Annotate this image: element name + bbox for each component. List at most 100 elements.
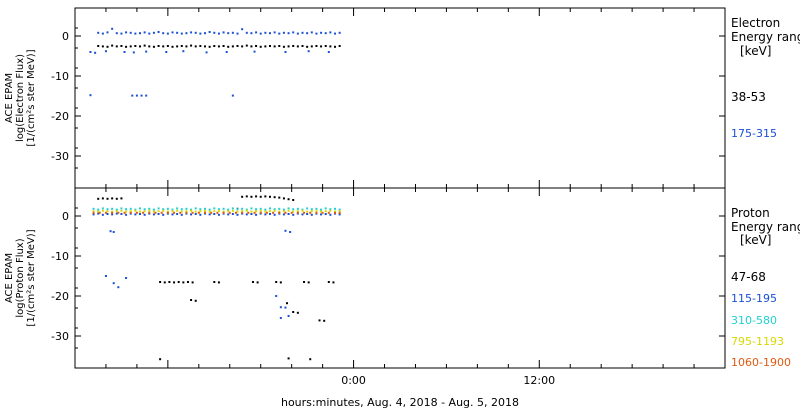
data-point-series-4 [310, 210, 313, 213]
data-point-series-5 [173, 211, 176, 214]
data-point-series-4 [320, 210, 323, 213]
data-point-series-1 [213, 281, 216, 283]
data-point-series-2 [92, 213, 95, 216]
data-point-series-5 [216, 211, 219, 214]
data-point-series-1 [168, 281, 171, 283]
data-point-series-2 [231, 213, 234, 215]
data-point-series-1 [182, 281, 185, 284]
data-point-series-3 [157, 207, 160, 210]
data-point-series-2 [112, 282, 115, 285]
data-point-series-3 [190, 208, 193, 211]
data-point-series-4 [334, 210, 336, 213]
data-point-series-1 [334, 45, 336, 48]
data-point-series-3 [204, 207, 206, 210]
data-point-series-2 [217, 213, 220, 216]
data-point-series-2 [180, 213, 183, 216]
data-point-series-2 [227, 213, 230, 216]
data-point-series-2 [111, 27, 114, 30]
x-tick-label: 12:00 [523, 374, 555, 387]
data-point-series-2 [327, 51, 330, 53]
data-point-series-1 [143, 44, 146, 47]
data-point-series-1 [301, 45, 304, 47]
data-point-series-4 [329, 209, 332, 212]
electron-ylabel-line-1: ACE EPAM [4, 73, 15, 123]
data-point-series-4 [101, 209, 104, 212]
data-point-series-2 [148, 32, 151, 35]
proton-panel: 0 -10 -20 -30 0:00 12:00 ACE EPAM log(Proton… [4, 187, 800, 387]
data-point-series-5 [284, 211, 287, 214]
data-point-series-1 [177, 281, 180, 283]
data-point-series-2 [259, 32, 262, 35]
electron-legend-subtitle: Energy ranges [731, 30, 800, 44]
data-point-series-2 [329, 31, 332, 34]
data-point-series-2 [264, 213, 267, 216]
data-point-series-2 [278, 32, 281, 35]
data-point-series-2 [199, 32, 202, 35]
data-point-series-2 [329, 213, 332, 216]
data-point-series-2 [106, 213, 109, 215]
data-point-series-2 [284, 229, 287, 232]
data-point-series-1 [292, 311, 295, 313]
data-point-series-2 [129, 31, 132, 34]
data-point-series-4 [296, 210, 299, 213]
data-point-series-4 [208, 210, 211, 213]
data-point-series-2 [165, 51, 168, 53]
data-point-series-2 [253, 50, 256, 53]
data-point-series-4 [227, 210, 230, 213]
data-point-series-1 [171, 45, 174, 48]
data-point-series-3 [269, 207, 271, 210]
data-point-series-4 [125, 210, 128, 213]
electron-legend-units: [keV] [740, 44, 771, 58]
data-point-series-2 [284, 306, 287, 309]
data-point-series-4 [176, 209, 179, 212]
data-point-series-4 [204, 209, 206, 212]
data-point-series-2 [338, 31, 341, 34]
data-point-series-5 [160, 211, 163, 214]
data-point-series-5 [259, 211, 262, 214]
electron-legend-item-1: 38-53 [731, 90, 766, 104]
data-point-series-2 [301, 31, 304, 34]
data-point-series-1 [259, 195, 262, 198]
data-point-series-4 [264, 210, 267, 213]
data-point-series-3 [292, 208, 295, 211]
data-point-series-4 [97, 210, 100, 213]
data-point-series-3 [180, 208, 183, 211]
data-point-series-2 [255, 213, 258, 216]
data-point-series-2 [120, 213, 123, 215]
data-point-series-2 [213, 213, 216, 215]
data-point-series-4 [134, 209, 137, 212]
data-point-series-2 [112, 231, 115, 233]
data-point-series-1 [245, 44, 248, 47]
data-point-series-4 [306, 210, 309, 213]
proton-y-axis: 0 -10 -20 -30 [51, 187, 725, 369]
data-point-series-3 [338, 208, 341, 211]
data-point-series-2 [324, 213, 327, 215]
data-point-series-1 [256, 281, 259, 284]
electron-ylabel-line-2: log(Electron Flux) [15, 54, 26, 142]
data-point-series-3 [125, 208, 128, 211]
data-point-series-3 [306, 207, 309, 210]
data-point-series-4 [171, 210, 174, 213]
data-point-series-1 [162, 45, 165, 48]
data-point-series-5 [204, 211, 206, 214]
data-point-series-1 [186, 281, 189, 283]
data-point-series-5 [321, 211, 324, 214]
data-point-series-2 [139, 213, 141, 215]
data-point-series-3 [222, 207, 225, 210]
data-point-series-4 [199, 210, 202, 213]
data-point-series-2 [250, 213, 253, 215]
data-point-series-4 [185, 210, 188, 213]
data-point-series-2 [115, 32, 118, 35]
data-point-series-2 [241, 28, 244, 31]
data-point-series-5 [296, 211, 299, 214]
data-point-series-1 [217, 281, 220, 284]
data-point-series-2 [282, 213, 285, 216]
data-point-series-2 [269, 32, 271, 35]
data-point-series-2 [171, 31, 174, 34]
data-point-series-2 [157, 213, 160, 215]
y-tick-label: -10 [51, 250, 69, 263]
data-point-series-2 [132, 51, 135, 54]
y-tick-label: -20 [51, 110, 69, 123]
electron-legend-title: Electron [731, 16, 780, 30]
data-point-series-2 [292, 31, 295, 34]
